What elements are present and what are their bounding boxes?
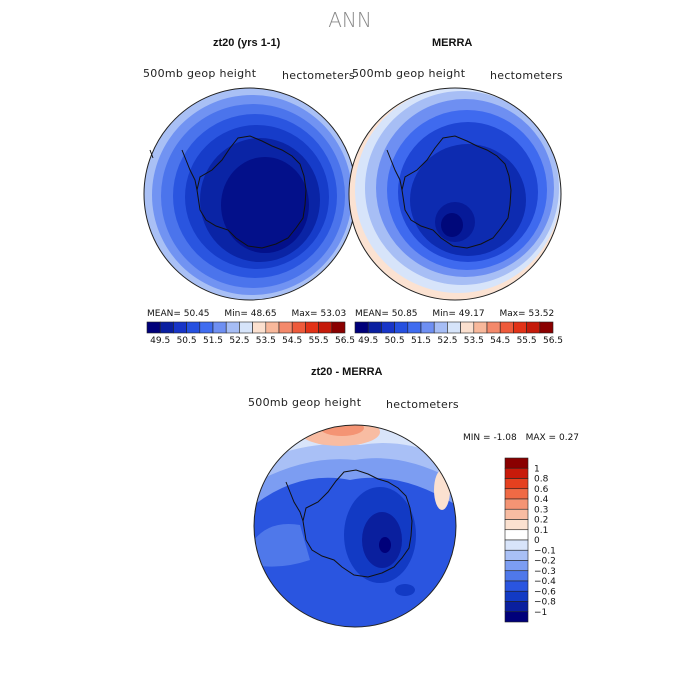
panel2-colorbar-tick-label: 52.5	[437, 336, 457, 346]
panel2-mean-label: MEAN=	[355, 309, 389, 319]
panel3-colorbar-level-label: −0.3	[534, 567, 556, 577]
panel3-field-label: 500mb geop height	[248, 396, 362, 409]
panel1-mean-value: 50.45	[183, 309, 210, 319]
panel2-min-label: Min=	[432, 309, 456, 319]
panel2-units-label: hectometers	[490, 69, 563, 82]
panel3-colorbar-swatch	[504, 519, 529, 531]
panel3-colorbar-level-label: 0.8	[534, 475, 549, 485]
panel1-colorbar-tick-label: 50.5	[177, 336, 197, 346]
panel3-colorbar-level-label: −0.1	[534, 546, 556, 556]
panel1-title: zt20 (yrs 1-1)	[213, 37, 281, 49]
panel1-units-label: hectometers	[282, 69, 355, 82]
panel3-colorbar-level-label: −0.8	[534, 598, 556, 608]
panel1-south-america-tip	[149, 149, 154, 159]
panel2-field-label: 500mb geop height	[352, 67, 466, 80]
panel3-colorbar-level-label: 0.6	[534, 485, 549, 495]
panel3-colorbar-level-label: 1	[534, 464, 540, 474]
panel3-colorbar-swatch	[504, 601, 529, 613]
panel3-colorbar-swatch	[504, 611, 529, 623]
panel3-title: zt20 - MERRA	[311, 366, 383, 378]
panel3-colorbar-swatch	[504, 498, 529, 510]
panel2-colorbar-tick-label: 54.5	[490, 336, 510, 346]
panel3-colorbar-swatch	[504, 488, 529, 500]
panel2-map-boundary	[348, 87, 562, 301]
panel3-colorbar-level-label: −0.4	[534, 577, 556, 587]
panel3-min-value: -1.08	[493, 433, 517, 443]
panel3-colorbar-level-label: −1	[534, 608, 547, 618]
panel3-colorbar-swatch	[504, 508, 529, 520]
panel3-colorbar-swatch	[504, 590, 529, 602]
panel3-units-label: hectometers	[386, 398, 459, 411]
panel3-colorbar-swatch	[504, 457, 529, 469]
panel2-max-value: 53.52	[528, 309, 555, 319]
panel2-colorbar-tick-label: 55.5	[517, 336, 537, 346]
panel3-map-boundary	[253, 424, 457, 628]
panel3-max-value: 0.27	[558, 433, 580, 443]
panel3-colorbar-level-label: −0.2	[534, 557, 556, 567]
panel3-peninsula	[285, 481, 304, 522]
panel1-max-value: 53.03	[320, 309, 347, 319]
panel3-min-label: MIN =	[463, 433, 491, 443]
panel1-colorbar-swatch	[331, 321, 346, 334]
panel3-colorbar-swatch	[504, 529, 529, 541]
panel1-colorbar-tick-label: 54.5	[282, 336, 302, 346]
panel1-colorbar-tick-label: 49.5	[150, 336, 170, 346]
panel1-colorbar-tick-label: 52.5	[229, 336, 249, 346]
panel1-min-label: Min=	[224, 309, 248, 319]
panel2-colorbar-tick-label: 50.5	[385, 336, 405, 346]
panel2-colorbar-swatch	[539, 321, 554, 334]
panel3-max-label: MAX =	[525, 433, 557, 443]
panel1-stats: MEAN= 50.45 Min= 48.65 Max= 53.03	[147, 309, 346, 319]
panel1-peninsula	[181, 149, 198, 191]
panel3-colorbar-level-label: 0.1	[534, 526, 548, 536]
panel2-peninsula	[386, 149, 403, 191]
panel2-field	[349, 88, 561, 300]
panel2-max-label: Max=	[499, 309, 526, 319]
panel3-colorbar-swatch	[504, 580, 529, 592]
panel2-title: MERRA	[432, 37, 473, 49]
panel2-colorbar-tick-label: 49.5	[358, 336, 378, 346]
panel3-stats: MIN = -1.08 MAX = 0.27	[463, 433, 579, 443]
panel1-antarctica-coastline	[196, 135, 307, 249]
panel3-colorbar-swatch	[504, 560, 529, 572]
panel3-colorbar-swatch	[504, 539, 529, 551]
panel2-colorbar-tick-label: 51.5	[411, 336, 431, 346]
panel1-colorbar-tick-label: 51.5	[203, 336, 223, 346]
panel1-field-label: 500mb geop height	[143, 67, 257, 80]
panel3-colorbar-swatch	[504, 570, 529, 582]
panel2-colorbar-tick-label: 53.5	[464, 336, 484, 346]
panel3-colorbar-level-label: 0.3	[534, 505, 548, 515]
panel3-field	[254, 425, 456, 627]
panel3-colorbar-swatch	[504, 467, 529, 479]
panel2-antarctica-coastline	[401, 135, 512, 249]
figure-title: ANN	[328, 8, 372, 32]
panel3-colorbar-swatch	[504, 549, 529, 561]
panel3-colorbar-level-label: 0.2	[534, 516, 548, 526]
panel1-colorbar-tick-label: 53.5	[256, 336, 276, 346]
panel1-min-value: 48.65	[250, 309, 277, 319]
panel1-max-label: Max=	[291, 309, 318, 319]
panel3-colorbar-level-label: 0.4	[534, 495, 549, 505]
panel2-colorbar-tick-label: 56.5	[543, 336, 563, 346]
panel2-mean-value: 50.85	[391, 309, 418, 319]
panel1-colorbar-tick-label: 55.5	[309, 336, 329, 346]
panel3-antarctica-coastline	[302, 469, 413, 578]
panel1-mean-label: MEAN=	[147, 309, 181, 319]
panel2-stats: MEAN= 50.85 Min= 49.17 Max= 53.52	[355, 309, 554, 319]
panel2-min-value: 49.17	[458, 309, 485, 319]
panel3-colorbar-swatch	[504, 478, 529, 490]
panel3-colorbar-level-label: 0	[534, 536, 540, 546]
panel1-colorbar-tick-label: 56.5	[335, 336, 355, 346]
panel3-colorbar-level-label: −0.6	[534, 587, 556, 597]
